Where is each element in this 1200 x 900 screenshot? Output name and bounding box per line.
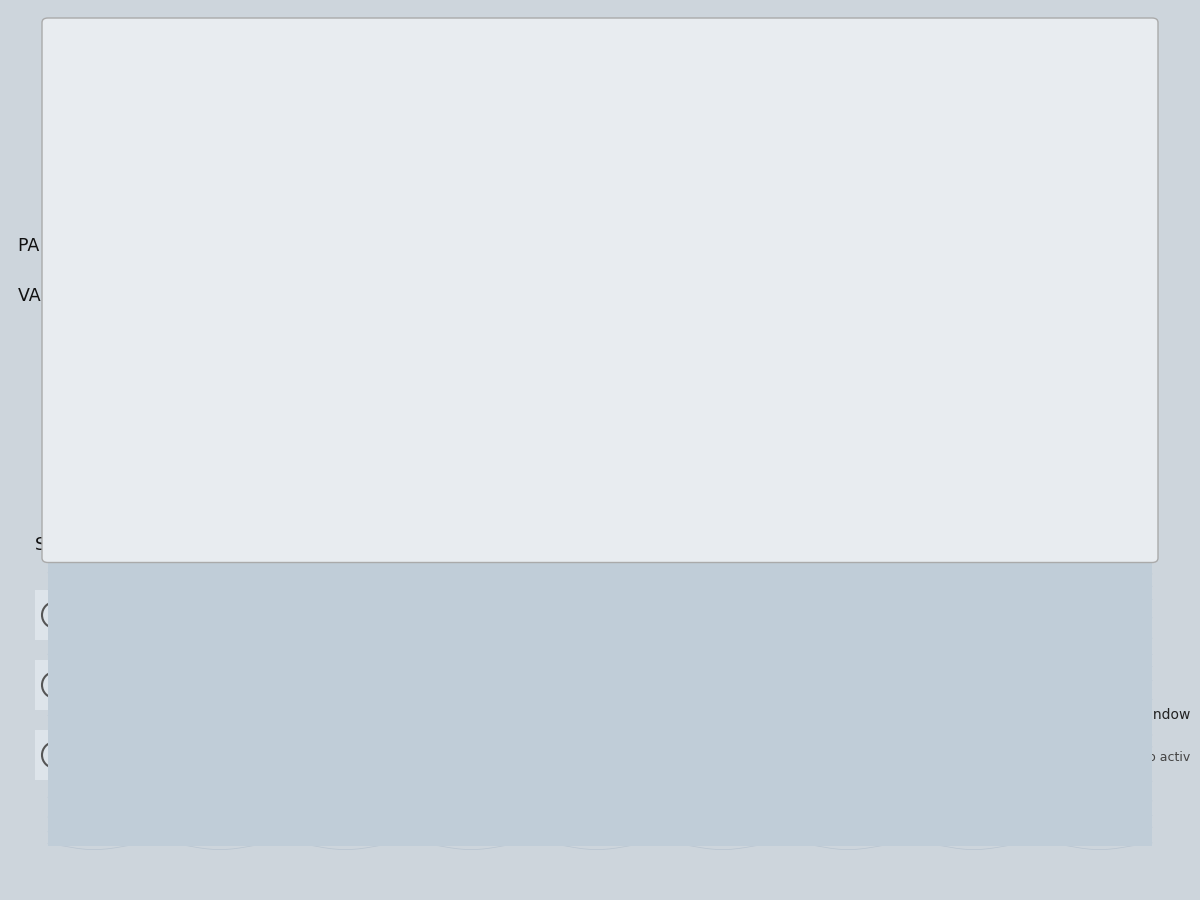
- FancyBboxPatch shape: [35, 730, 385, 780]
- Text: 6.4×10⁴ N/m²: 6.4×10⁴ N/m²: [125, 606, 259, 624]
- FancyBboxPatch shape: [35, 590, 385, 640]
- Text: b.: b.: [85, 676, 101, 694]
- Text: PA = 1.5×10⁵ N/m²: PA = 1.5×10⁵ N/m²: [18, 236, 184, 254]
- Text: Select one:: Select one:: [35, 536, 136, 554]
- Text: (Use: acceleration due to gravity, g = 9.8 m/s² and density of Water, ρwater = 1: (Use: acceleration due to gravity, g = 9…: [251, 126, 949, 141]
- FancyBboxPatch shape: [35, 660, 385, 710]
- Text: 3 ×10⁴ N/m²: 3 ×10⁴ N/m²: [125, 746, 246, 764]
- Text: B: B: [1009, 118, 1021, 136]
- Text: 5 m: 5 m: [702, 266, 734, 284]
- Circle shape: [1038, 163, 1082, 207]
- Ellipse shape: [97, 300, 152, 430]
- Text: VA= 5 m/s: VA= 5 m/s: [18, 286, 109, 304]
- Text: Water enters a pipeline at a speed of 5 m/s and comes out at a speed of 10 m/s a: Water enters a pipeline at a speed of 5 …: [251, 38, 949, 53]
- Polygon shape: [125, 157, 1060, 430]
- Text: Activate Window: Activate Window: [1074, 708, 1190, 722]
- Text: VB= 10 m/s: VB= 10 m/s: [1055, 118, 1158, 136]
- Text: 1.5×10⁵ N/m²: 1.5×10⁵ N/m²: [125, 676, 259, 694]
- Text: Go to Settings to activ: Go to Settings to activ: [1050, 752, 1190, 764]
- Text: a.: a.: [85, 606, 101, 624]
- Text: c.: c.: [85, 746, 100, 764]
- Text: below. If the pressure at point A is 1.5×10⁵ N/m², what is the pressure at point: below. If the pressure at point A is 1.5…: [284, 82, 916, 97]
- Text: A: A: [104, 455, 116, 473]
